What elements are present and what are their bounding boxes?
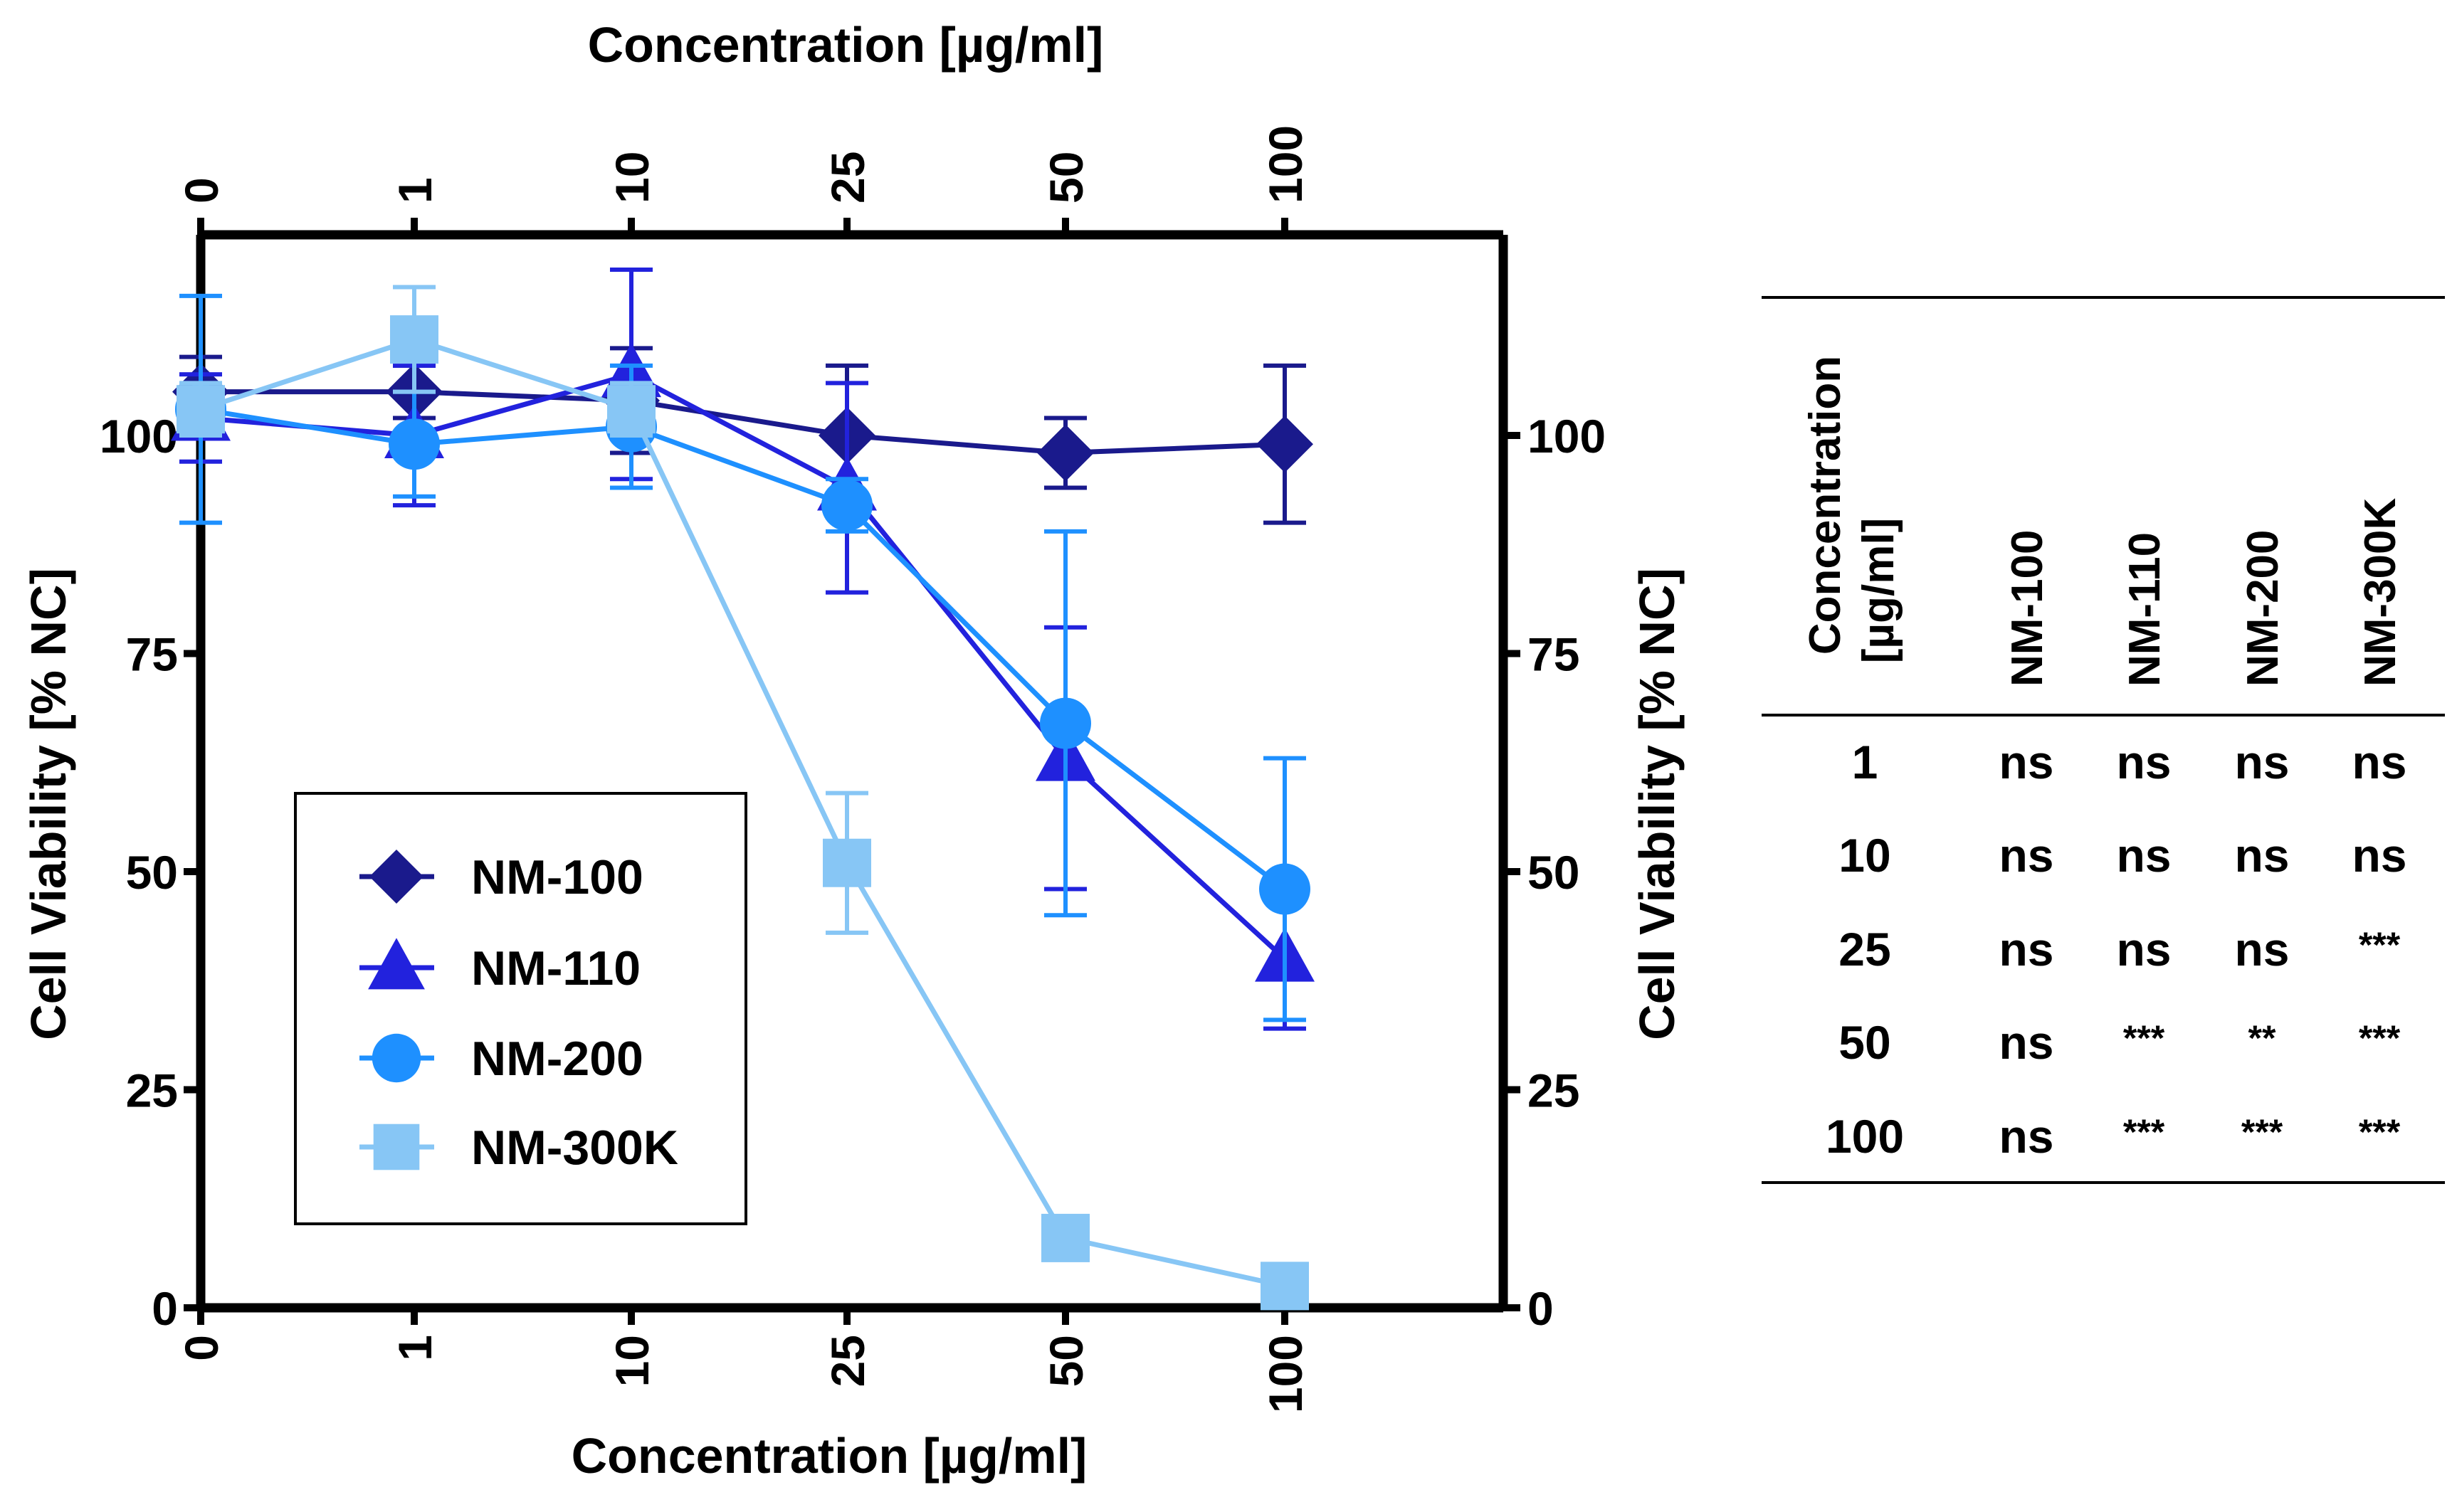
table-cell: ns [2116, 736, 2171, 788]
x-tick-label-top: 25 [821, 152, 874, 203]
y-axis-title-left: Cell Viability [% NC] [21, 568, 76, 1040]
y-tick-label-right: 25 [1527, 1064, 1579, 1116]
x-tick-label-top: 1 [389, 177, 441, 203]
table-cell: *** [2123, 1018, 2165, 1058]
y-tick-label-left: 0 [152, 1282, 178, 1335]
y-tick-label-right: 0 [1527, 1282, 1554, 1335]
series-line [199, 337, 1285, 1289]
x-tick-label-bottom: 10 [606, 1335, 658, 1387]
table-col-header: NM-110 [2120, 532, 2169, 687]
table-cell: ns [2352, 829, 2406, 882]
x-tick-label-top: 10 [606, 152, 658, 203]
data-point [821, 480, 873, 532]
legend-label: NM-110 [471, 941, 641, 995]
legend-label: NM-300K [471, 1121, 678, 1175]
table-row-concentration: 100 [1826, 1110, 1904, 1163]
table-cell: ns [2116, 923, 2171, 976]
legend: NM-100 NM-110 NM-200 NM-300K [294, 792, 747, 1225]
table-cell: *** [2359, 1112, 2401, 1152]
y-tick-label-left: 25 [126, 1064, 178, 1116]
legend-marker [372, 1033, 421, 1083]
series-nm-300k [177, 285, 1309, 1311]
table-row-concentration: 50 [1838, 1016, 1890, 1069]
x-tick-label-bottom: 0 [175, 1335, 228, 1361]
series-line [200, 406, 1287, 892]
y-tick-label-left: 100 [100, 410, 178, 462]
y-tick-label-left: 75 [126, 628, 178, 680]
table-cell: *** [2123, 1112, 2165, 1152]
data-point [1040, 697, 1091, 749]
x-axis-title-top: Concentration [µg/ml] [588, 17, 1104, 73]
x-tick-label-top: 50 [1040, 152, 1093, 203]
data-point [1261, 1262, 1309, 1311]
legend-item-nm-200: NM-200 [359, 1032, 643, 1086]
data-point [389, 418, 440, 470]
data-point [607, 385, 656, 434]
data-point [823, 838, 871, 887]
table-row-concentration: 1 [1852, 736, 1878, 788]
legend-marker [373, 1124, 420, 1170]
table-header-concentration: Concentration [1801, 356, 1850, 655]
table-cell: ns [2234, 829, 2289, 882]
x-tick-label-bottom: 50 [1040, 1335, 1093, 1387]
legend-item-nm-110: NM-110 [359, 938, 641, 995]
legend-item-nm-100: NM-100 [359, 850, 643, 904]
table-cell: ns [1999, 1110, 2053, 1163]
table-cell: ns [1999, 829, 2053, 882]
series-layer [171, 268, 1315, 1311]
y-tick-label-right: 75 [1527, 628, 1579, 680]
series-line [201, 389, 1285, 456]
table-cell: ns [2234, 736, 2289, 788]
y-tick-label-left: 50 [126, 846, 178, 899]
table-cell: *** [2359, 925, 2401, 965]
table-cell: ns [1999, 923, 2053, 976]
legend-label: NM-200 [471, 1032, 643, 1086]
legend-box [294, 792, 747, 1225]
x-tick-label-bottom: 1 [389, 1335, 441, 1361]
legend-marker [368, 938, 425, 990]
data-point [1037, 424, 1094, 482]
table-row-concentration: 25 [1838, 923, 1890, 976]
table-cell: *** [2241, 1112, 2283, 1152]
data-point [1259, 863, 1310, 915]
significance-table: Concentration [µg/ml] NM-100 NM-110 NM-200… [1762, 296, 2445, 1184]
table-cell: ns [1999, 1016, 2053, 1069]
x-tick-label-top: 0 [175, 177, 228, 203]
table-cell: *** [2359, 1018, 2401, 1058]
table-col-header: NM-100 [2003, 529, 2052, 687]
legend-item-nm-300k: NM-300K [359, 1121, 678, 1175]
x-tick-label-bottom: 25 [821, 1335, 874, 1387]
x-axis-title-bottom: Concentration [µg/ml] [572, 1428, 1088, 1484]
table-cell: ** [2248, 1018, 2276, 1058]
table-col-header: NM-200 [2238, 529, 2288, 687]
data-point [1256, 416, 1313, 473]
x-tick-label-bottom: 100 [1259, 1335, 1312, 1413]
table-cell: ns [2116, 829, 2171, 882]
data-point [177, 385, 225, 434]
x-tick-label-top: 100 [1259, 125, 1312, 203]
legend-marker [369, 850, 423, 904]
table-header-unit: [µg/ml] [1854, 518, 1903, 663]
table-cell: ns [1999, 736, 2053, 788]
y-tick-label-right: 100 [1527, 410, 1606, 462]
table-cell: ns [2352, 736, 2406, 788]
series-line [200, 371, 1287, 961]
data-point [390, 315, 438, 364]
table-col-header: NM-300K [2356, 497, 2405, 687]
table-row-concentration: 10 [1838, 829, 1890, 882]
y-axis-title-right: Cell Viability [% NC] [1629, 568, 1685, 1040]
data-point [1041, 1213, 1090, 1262]
table-cell: ns [2234, 923, 2289, 976]
y-tick-label-right: 50 [1527, 846, 1579, 899]
legend-label: NM-100 [471, 850, 643, 904]
